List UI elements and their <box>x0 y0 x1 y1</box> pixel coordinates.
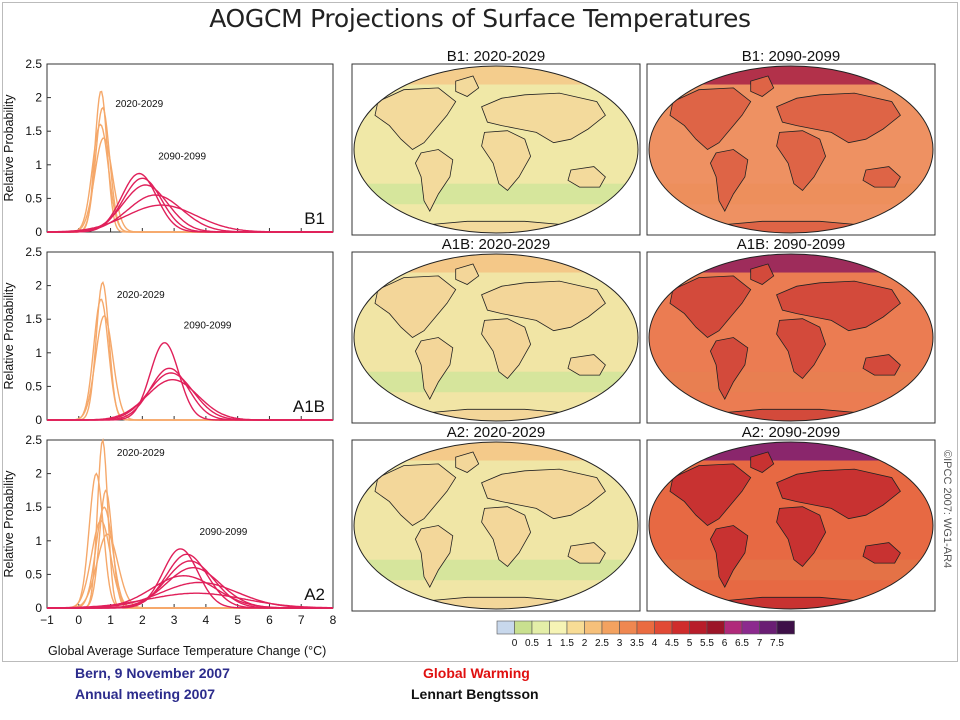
footer-meeting: Annual meeting 2007 <box>75 686 216 702</box>
footer-author: Lennart Bengtsson <box>411 686 539 702</box>
footer-location-date: Bern, 9 November 2007 <box>75 665 230 681</box>
figure-frame <box>2 2 958 662</box>
x-axis-label: Global Average Surface Temperature Chang… <box>48 644 327 658</box>
figure-title: AOGCM Projections of Surface Temperature… <box>209 4 751 33</box>
copyright-notice: ©IPCC 2007: WG1-AR4 <box>935 450 955 620</box>
copyright-text: ©IPCC 2007: WG1-AR4 <box>941 450 953 569</box>
footer-topic: Global Warming <box>423 665 530 681</box>
